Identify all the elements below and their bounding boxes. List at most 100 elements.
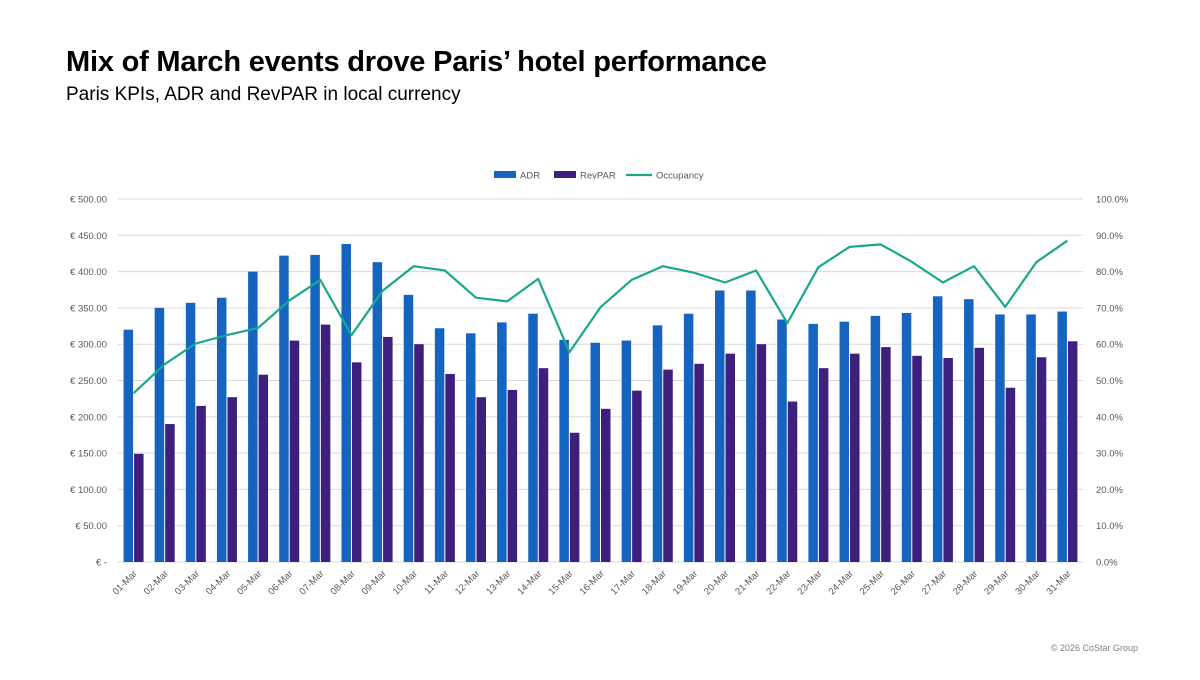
bar-adr [341,244,351,562]
line-occupancy [132,239,1069,395]
bar-adr [995,314,1005,562]
y2-tick-label: 60.0% [1096,340,1123,351]
y2-tick-label: 80.0% [1096,267,1123,278]
x-tick-label: 01-Mar [111,568,140,597]
bar-revpar [881,347,891,562]
x-tick-label: 27-Mar [920,568,949,597]
bar-adr [310,254,320,563]
bar-revpar [1067,341,1078,562]
x-tick-label: 04-Mar [204,568,233,597]
bar-revpar [227,397,237,562]
x-tick-label: 08-Mar [329,568,358,597]
y-tick-label: € - [96,558,107,569]
bar-revpar [258,374,269,562]
legend-label: RevPAR [580,171,616,182]
x-tick-label: 23-Mar [795,568,824,597]
legend-swatch [494,171,516,178]
bar-revpar [507,389,518,562]
x-tick-label: 22-Mar [764,568,793,597]
bar-adr [497,322,507,562]
bar-adr [964,299,974,562]
x-tick-label: 14-Mar [515,568,544,597]
bar-revpar [289,340,300,562]
x-tick-label: 05-Mar [235,568,264,597]
x-tick-label: 09-Mar [360,568,389,597]
x-tick-label: 30-Mar [1013,568,1042,597]
x-tick-label: 13-Mar [484,568,513,597]
bar-revpar [694,363,704,562]
bar-revpar [165,424,175,562]
bar-revpar [134,453,144,562]
bar-revpar [383,336,393,562]
bar-revpar [1005,387,1016,562]
x-tick-label: 21-Mar [733,568,762,597]
bar-revpar [569,432,580,562]
y-tick-label: € 250.00 [70,376,107,387]
bar-revpar [196,405,206,562]
y2-tick-label: 40.0% [1096,412,1123,423]
x-tick-label: 10-Mar [391,568,420,597]
y2-tick-label: 0.0% [1096,558,1118,569]
x-tick-label: 11-Mar [422,568,451,597]
x-tick-label: 29-Mar [982,568,1011,597]
bar-adr [403,294,414,562]
x-tick-label: 26-Mar [889,568,918,597]
bar-adr [528,313,538,562]
bar-revpar [351,362,362,562]
bar-adr [465,333,476,562]
x-tick-label: 02-Mar [142,568,171,597]
bar-adr [279,255,289,563]
bar-adr [652,325,663,562]
bar-adr [621,340,632,562]
bar-adr [248,271,258,562]
y-tick-label: € 100.00 [70,485,107,496]
x-tick-label: 15-Mar [546,568,575,597]
x-tick-label: 06-Mar [266,568,295,597]
bar-revpar [756,344,767,562]
y2-tick-label: 70.0% [1096,303,1123,314]
y2-tick-label: 100.0% [1096,195,1129,206]
y-tick-label: € 150.00 [70,449,107,460]
x-tick-label: 20-Mar [702,568,731,597]
bar-adr [715,290,725,562]
y-tick-label: € 400.00 [70,267,107,278]
bar-revpar [974,347,985,562]
page-title: Mix of March events drove Paris’ hotel p… [66,46,767,78]
x-tick-label: 25-Mar [858,568,887,597]
page-subtitle: Paris KPIs, ADR and RevPAR in local curr… [66,84,461,105]
bar-revpar [476,397,486,562]
y-tick-label: € 350.00 [70,303,107,314]
x-tick-label: 12-Mar [453,568,482,597]
y2-tick-label: 20.0% [1096,485,1123,496]
x-tick-label: 28-Mar [951,568,980,597]
bar-adr [1057,311,1067,562]
legend-label: ADR [520,171,540,182]
bar-revpar [663,369,673,562]
y-tick-label: € 50.00 [75,521,107,532]
bar-adr [123,329,134,562]
y2-tick-label: 90.0% [1096,231,1123,242]
bar-adr [932,296,943,562]
bar-adr [216,297,227,562]
y2-tick-label: 50.0% [1096,376,1123,387]
x-tick-label: 16-Mar [578,568,607,597]
bar-adr [590,342,600,562]
x-tick-label: 31-Mar [1044,568,1073,597]
x-tick-label: 07-Mar [297,568,326,597]
copyright-footer: © 2026 CoStar Group [1050,643,1138,653]
x-tick-label: 24-Mar [827,568,856,597]
legend-swatch [554,171,576,178]
bar-revpar [787,401,798,562]
bar-adr [1026,314,1036,562]
bar-revpar [601,408,611,562]
x-tick-label: 18-Mar [640,568,669,597]
bar-adr [901,312,912,562]
bar-revpar [943,357,953,562]
bar-adr [839,321,850,562]
y-tick-label: € 200.00 [70,412,107,423]
bar-revpar [632,390,642,562]
bar-adr [870,315,881,562]
x-tick-label: 17-Mar [609,568,638,597]
